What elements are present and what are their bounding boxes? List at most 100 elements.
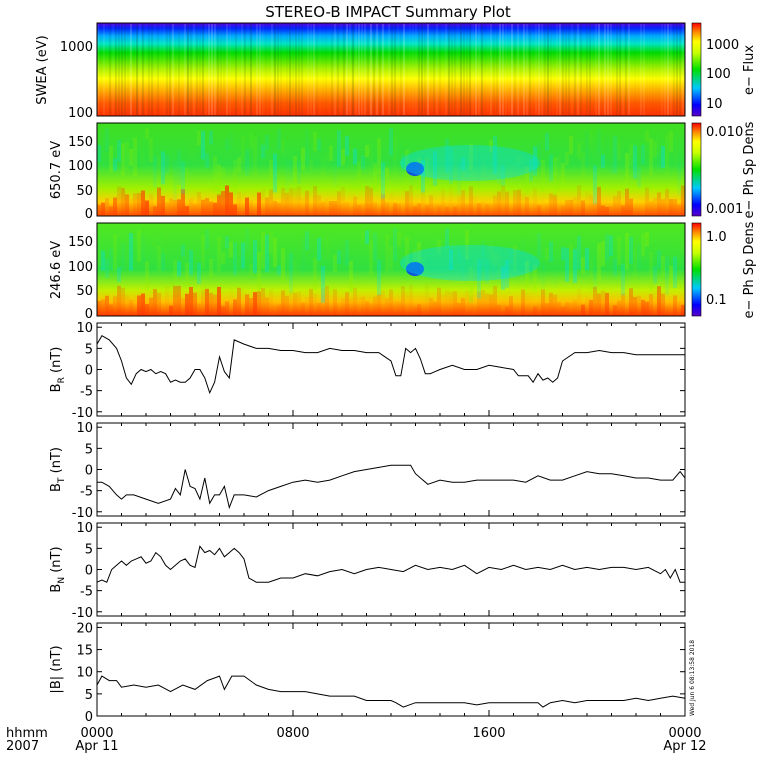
pad-streak bbox=[601, 290, 605, 315]
pad-blob bbox=[181, 244, 185, 257]
time-axis-label: hhmm bbox=[6, 726, 48, 741]
pad-blob bbox=[425, 157, 429, 175]
pad-blob bbox=[113, 158, 117, 172]
pad-blob bbox=[673, 256, 677, 289]
swea-streak bbox=[355, 24, 357, 115]
pad-blob bbox=[645, 231, 649, 247]
swea-streak bbox=[256, 24, 258, 115]
swea-streak bbox=[382, 24, 384, 115]
pad-streak bbox=[117, 285, 121, 315]
pad-blob bbox=[377, 260, 381, 296]
pad-blob bbox=[189, 249, 193, 276]
pad-streak bbox=[121, 287, 125, 315]
xtick-0000-start: 0000 bbox=[80, 726, 113, 741]
pad-streak bbox=[477, 291, 481, 315]
swea-streak bbox=[610, 24, 612, 115]
pad-246-cbar-tick-01: 0.1 bbox=[706, 293, 727, 308]
swea-cbar-tick-1000: 1000 bbox=[706, 38, 739, 53]
swea-streak bbox=[214, 24, 216, 115]
pad-blob bbox=[257, 251, 261, 291]
pad-blob bbox=[469, 144, 473, 171]
swea-streak bbox=[613, 24, 615, 115]
swea-streak bbox=[547, 24, 549, 115]
pad-streak bbox=[353, 287, 357, 315]
swea-streak bbox=[403, 24, 405, 115]
swea-streak bbox=[298, 24, 300, 115]
ytick-label: -10 bbox=[72, 506, 93, 521]
pad-blob bbox=[609, 235, 613, 256]
pad-streak bbox=[129, 198, 133, 215]
pad-streak bbox=[365, 301, 369, 315]
pad-streak bbox=[141, 293, 145, 315]
pad-streak bbox=[245, 197, 249, 215]
pad-650-spectrogram bbox=[97, 123, 685, 216]
pad-blob bbox=[97, 251, 101, 266]
pad-blob bbox=[613, 135, 617, 174]
pad-streak bbox=[193, 203, 197, 215]
pad-streak bbox=[509, 203, 513, 215]
swea-streak bbox=[115, 24, 117, 115]
pad-blob bbox=[373, 232, 377, 261]
pad-streak bbox=[161, 302, 165, 315]
pad-blob bbox=[165, 229, 169, 261]
swea-streak bbox=[415, 24, 417, 115]
swea-streak bbox=[319, 24, 321, 115]
pad-streak bbox=[585, 296, 589, 315]
ytick-label: 5 bbox=[85, 342, 93, 357]
swea-streak bbox=[292, 24, 294, 115]
swea-streak bbox=[658, 24, 660, 115]
pad-streak bbox=[349, 298, 353, 315]
pad-streak bbox=[637, 205, 641, 215]
pad-streak bbox=[301, 197, 305, 215]
pad-blob bbox=[281, 248, 285, 282]
pad-blob bbox=[329, 241, 333, 265]
pad-streak bbox=[553, 294, 557, 315]
pad-blob bbox=[569, 244, 573, 282]
pad-blob bbox=[197, 130, 201, 146]
swea-streak bbox=[601, 24, 603, 115]
pad-blob bbox=[509, 163, 513, 178]
pad-blob bbox=[309, 234, 313, 258]
pad-blob bbox=[301, 237, 305, 274]
pad-streak bbox=[185, 293, 189, 315]
pad-blob bbox=[237, 252, 241, 265]
line-panel-0: -10 -5 0 5 10 BR (nT) bbox=[49, 321, 686, 421]
pad-blob bbox=[509, 248, 513, 264]
pad-blob bbox=[177, 261, 181, 277]
pad-blob bbox=[205, 153, 209, 168]
swea-streak bbox=[475, 24, 477, 115]
pad-streak bbox=[573, 197, 577, 215]
swea-streak bbox=[400, 24, 402, 115]
pad-blob bbox=[173, 161, 177, 201]
pad-streak bbox=[125, 194, 129, 215]
pad-streak bbox=[241, 289, 245, 315]
swea-streak bbox=[250, 24, 252, 115]
pad-streak bbox=[201, 289, 205, 315]
pad-blob bbox=[457, 163, 461, 195]
swea-streak bbox=[211, 24, 213, 115]
pad-blob bbox=[325, 152, 329, 168]
swea-streak bbox=[232, 24, 234, 115]
swea-streak bbox=[163, 24, 165, 115]
pad-streak bbox=[197, 303, 201, 315]
pad-streak bbox=[305, 296, 309, 315]
pad-streak bbox=[429, 195, 433, 215]
pad-streak bbox=[293, 188, 297, 215]
ytick-label: -5 bbox=[80, 485, 93, 500]
swea-streak bbox=[244, 24, 246, 115]
pad-streak bbox=[177, 199, 181, 215]
pad-blob bbox=[525, 260, 529, 288]
pad-streak bbox=[309, 204, 313, 215]
swea-streak bbox=[277, 24, 279, 115]
pad-blob bbox=[549, 241, 553, 262]
pad-246-texture bbox=[97, 228, 685, 315]
pad-blob bbox=[253, 240, 257, 274]
pad-blob bbox=[441, 165, 445, 181]
pad-streak bbox=[205, 198, 209, 215]
swea-streak bbox=[352, 24, 354, 115]
swea-streak bbox=[541, 24, 543, 115]
pad-streak bbox=[125, 294, 129, 315]
pad-streak bbox=[449, 186, 453, 215]
pad-streak bbox=[317, 302, 321, 315]
pad-blob bbox=[569, 135, 573, 155]
